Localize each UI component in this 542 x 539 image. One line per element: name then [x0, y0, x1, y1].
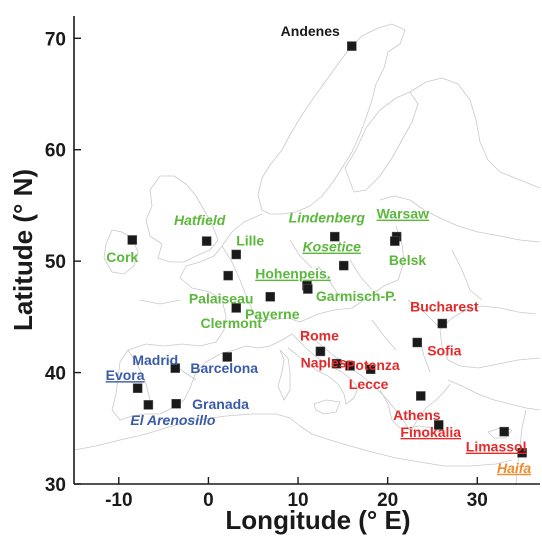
x-axis-ticks: -10 0 10 20 30	[105, 477, 488, 511]
site-label-lille: Lille	[236, 232, 264, 248]
site-label-andenes: Andenes	[281, 23, 340, 39]
site-marker-granada	[171, 399, 181, 409]
x-axis-title: Longitude (° E)	[225, 505, 410, 535]
y-axis-ticks: 30 40 50 60 70	[45, 29, 81, 496]
x-tick-label: -10	[105, 490, 132, 511]
x-tick-label: 20	[377, 490, 398, 511]
site-marker-barcelona	[222, 352, 232, 362]
europe-coastline-basemap	[74, 23, 540, 484]
site-label-garmisch-p: Garmisch-P.	[316, 288, 397, 304]
site-marker-lecce	[365, 364, 376, 374]
site-marker-madrid	[170, 363, 181, 373]
site-label-sofia: Sofia	[427, 342, 461, 358]
site-label-madrid: Madrid	[132, 352, 178, 368]
site-marker-lille	[231, 249, 241, 260]
site-label-limassol: Limassol	[466, 439, 527, 455]
site-label-el-arenosillo: El Arenosillo	[130, 412, 216, 428]
site-label-barcelona: Barcelona	[190, 360, 258, 376]
site-label-haifa: Haifa	[497, 460, 531, 476]
site-marker-el-arenosillo	[143, 400, 154, 410]
site-label-palaiseau: Palaiseau	[189, 291, 254, 307]
site-marker-bucharest	[437, 318, 448, 329]
site-label-athens: Athens	[393, 407, 441, 423]
site-label-finokalia: Finokalia	[400, 424, 461, 440]
site-marker-limassol	[499, 426, 509, 437]
site-marker-palaiseau	[223, 270, 233, 281]
site-marker-andenes	[347, 41, 357, 51]
site-label-evora: Evora	[106, 367, 145, 383]
site-marker-cork	[127, 235, 137, 245]
site-marker-hatfield	[201, 236, 212, 246]
site-marker-garmisch-p	[303, 284, 313, 294]
site-label-kosetice: Kosetice	[303, 239, 362, 255]
site-marker-rome	[315, 346, 326, 357]
site-marker-naples	[331, 358, 342, 369]
site-marker-evora	[132, 383, 143, 393]
site-marker-haifa	[517, 448, 527, 458]
site-label-bucharest: Bucharest	[410, 299, 479, 315]
y-tick-label: 50	[45, 252, 66, 273]
site-marker-kosetice	[338, 260, 349, 271]
x-tick-label: 0	[203, 490, 214, 511]
x-tick-label: 10	[287, 490, 308, 511]
y-tick-label: 40	[45, 364, 66, 385]
y-tick-label: 30	[45, 475, 66, 496]
site-markers	[127, 41, 527, 458]
y-tick-label: 70	[45, 29, 66, 50]
site-label-payerne: Payerne	[245, 306, 300, 322]
site-marker-potenza	[345, 361, 355, 371]
site-label-rome: Rome	[300, 327, 339, 343]
site-marker-payerne	[265, 292, 276, 302]
y-axis-title: Latitude (° N)	[8, 169, 38, 331]
y-tick-label: 60	[45, 141, 66, 162]
site-label-hohenpeis: Hohenpeis.	[255, 266, 330, 282]
site-label-clermont: Clermont	[200, 315, 262, 331]
site-label-lindenberg: Lindenberg	[289, 210, 366, 226]
site-label-lecce: Lecce	[349, 376, 389, 392]
site-label-naples: Naples	[301, 355, 347, 371]
site-label-potenza: Potenza	[346, 357, 400, 373]
site-marker-belsk	[390, 236, 400, 246]
site-marker-finokalia	[433, 420, 444, 430]
site-marker-athens	[416, 391, 426, 401]
site-label-cork: Cork	[106, 249, 138, 265]
site-label-warsaw: Warsaw	[377, 206, 430, 222]
site-marker-lindenberg	[330, 231, 340, 242]
x-tick-label: 30	[467, 490, 488, 511]
site-marker-sofia	[412, 337, 422, 348]
site-marker-clermont	[231, 303, 241, 313]
site-label-hatfield: Hatfield	[174, 212, 226, 228]
site-label-granada: Granada	[192, 396, 249, 412]
site-label-belsk: Belsk	[389, 252, 427, 268]
site-labels: Andenes Warsaw Lindenberg Hatfield Cork Lille…	[106, 23, 532, 476]
